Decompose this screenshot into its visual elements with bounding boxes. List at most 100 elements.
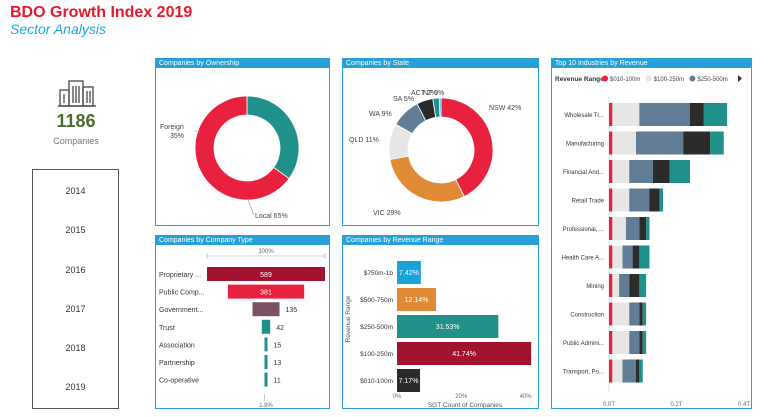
funnel-bar <box>252 302 280 317</box>
data-label: 381 <box>260 290 272 297</box>
data-label: 15 <box>274 342 282 349</box>
stacked-bar-segment <box>639 245 650 269</box>
category-label: Partnership <box>159 360 195 367</box>
stacked-bar-segment <box>609 331 613 354</box>
leader-line <box>247 199 255 216</box>
legend-label: $010-100m <box>610 77 640 83</box>
category-label: Public Comp... <box>159 290 205 297</box>
year-option[interactable]: 2019 <box>65 382 86 392</box>
stacked-bar-segment <box>612 245 623 269</box>
stacked-bar-segment <box>629 274 640 297</box>
stacked-bar-segment <box>629 160 653 183</box>
category-label: Financial And... <box>563 170 604 176</box>
year-slicer: 2014 2015 2016 2017 2018 2019 <box>32 169 119 409</box>
stacked-bar-segment <box>609 245 613 269</box>
stacked-bar-segment <box>639 331 643 354</box>
data-label: Local 65% <box>255 213 288 220</box>
stacked-bar-segment <box>609 103 613 126</box>
stacked-bar-segment <box>636 131 684 155</box>
industries-panel: Top 10 Industries by Revenue Revenue Ran… <box>551 58 752 409</box>
revenue-range-panel: Companies by Revenue Range Revenue Range… <box>342 235 539 409</box>
data-label: 11 <box>274 378 281 385</box>
stacked-bar-segment <box>646 217 650 240</box>
category-label: Public Admini... <box>563 341 604 347</box>
category-label: Association <box>159 342 195 349</box>
funnel-bar <box>207 267 325 281</box>
category-label: Construction <box>570 313 604 319</box>
panel-title: Companies by State <box>343 59 538 68</box>
funnel-bar <box>264 372 268 387</box>
legend-marker <box>689 75 696 82</box>
stacked-bar-segment <box>622 359 636 383</box>
funnel-bar <box>261 319 271 334</box>
company-count-label: Companies <box>53 136 99 146</box>
category-label: Transport, Po... <box>563 370 604 376</box>
stacked-bar-segment <box>612 131 636 155</box>
x-axis-title: SGT Count of Companies <box>428 402 503 409</box>
stacked-bar-segment <box>642 331 647 354</box>
company-type-panel: Companies by Company Type 100% Proprietar… <box>155 235 330 409</box>
y-axis-title: Revenue Range <box>345 295 352 342</box>
legend-marker <box>645 75 652 82</box>
category-label: Manufacturing <box>566 142 604 148</box>
year-option[interactable]: 2018 <box>65 343 86 353</box>
bar <box>397 261 421 284</box>
bar <box>397 288 437 311</box>
data-label: Foreign <box>160 124 184 131</box>
stacked-bar-segment <box>609 131 613 155</box>
ownership-donut-chart: Foreign 35% Local 65% <box>160 95 300 220</box>
stacked-bar-segment <box>609 160 613 183</box>
bar <box>397 315 499 338</box>
revenue-range-bar-chart: Revenue Range $750m-1b 7.42% $500-750m 12.14… <box>345 261 532 409</box>
year-option[interactable]: 2016 <box>65 265 86 275</box>
funnel-bar <box>227 284 305 299</box>
data-label: 135 <box>286 307 298 314</box>
category-label: Health Care A... <box>562 256 605 262</box>
legend-label: $100-250m <box>654 77 684 83</box>
data-label: 7.42% <box>399 270 419 277</box>
x-tick-label: 0.4T <box>738 402 750 408</box>
category-label: Proprietary ... <box>159 272 201 279</box>
legend-label: $250-500m <box>697 77 727 83</box>
data-label: SA 5% <box>393 96 414 103</box>
stacked-bar-segment <box>612 274 620 297</box>
stacked-bar-segment <box>609 359 613 383</box>
x-tick-label: 0.0T <box>603 402 615 408</box>
stacked-bar-segment <box>639 359 643 383</box>
stacked-bar-segment <box>612 331 630 354</box>
stacked-bar-segment <box>659 188 663 212</box>
stacked-bar-segment <box>612 160 630 183</box>
stacked-bar-segment <box>639 103 690 126</box>
category-label: $100-250m <box>360 351 393 358</box>
donut-slice <box>194 95 290 201</box>
building-icon <box>58 80 96 107</box>
stacked-bar-segment <box>609 188 613 212</box>
bar <box>397 369 421 392</box>
stacked-bar-segment <box>612 103 640 126</box>
stacked-bar-segment <box>652 160 670 183</box>
company-type-funnel-chart: 100% Proprietary ... 589 Public Comp... 381 G… <box>159 249 326 408</box>
year-option[interactable]: 2015 <box>65 225 86 235</box>
stacked-bar-segment <box>609 302 613 326</box>
legend-title: Revenue Range <box>555 76 604 83</box>
stacked-bar-segment <box>622 245 633 269</box>
stacked-bar-segment <box>639 217 647 240</box>
donut-slice <box>438 97 442 118</box>
year-option[interactable]: 2014 <box>65 186 86 196</box>
state-donut-chart: NSW 42% VIC 29% QLD 11% WA 9% SA 5%ACT 2%NT … <box>349 90 521 217</box>
stacked-bar-segment <box>642 302 647 326</box>
x-tick-label: 0.2T <box>670 402 682 408</box>
year-option[interactable]: 2017 <box>65 304 86 314</box>
stacked-bar-segment <box>639 302 643 326</box>
data-label: ACT 2% <box>411 90 437 97</box>
funnel-bar <box>264 355 268 369</box>
stacked-bar-segment <box>629 188 650 212</box>
data-label: 35% <box>170 133 184 140</box>
donut-slice <box>440 97 494 198</box>
stacked-bar-segment <box>612 217 626 240</box>
stacked-bar-segment <box>629 331 640 354</box>
data-label: 7.17% <box>399 378 419 385</box>
stacked-bar-segment <box>683 131 711 155</box>
panel-title: Companies by Ownership <box>156 59 329 68</box>
stacked-bar-segment <box>639 274 647 297</box>
